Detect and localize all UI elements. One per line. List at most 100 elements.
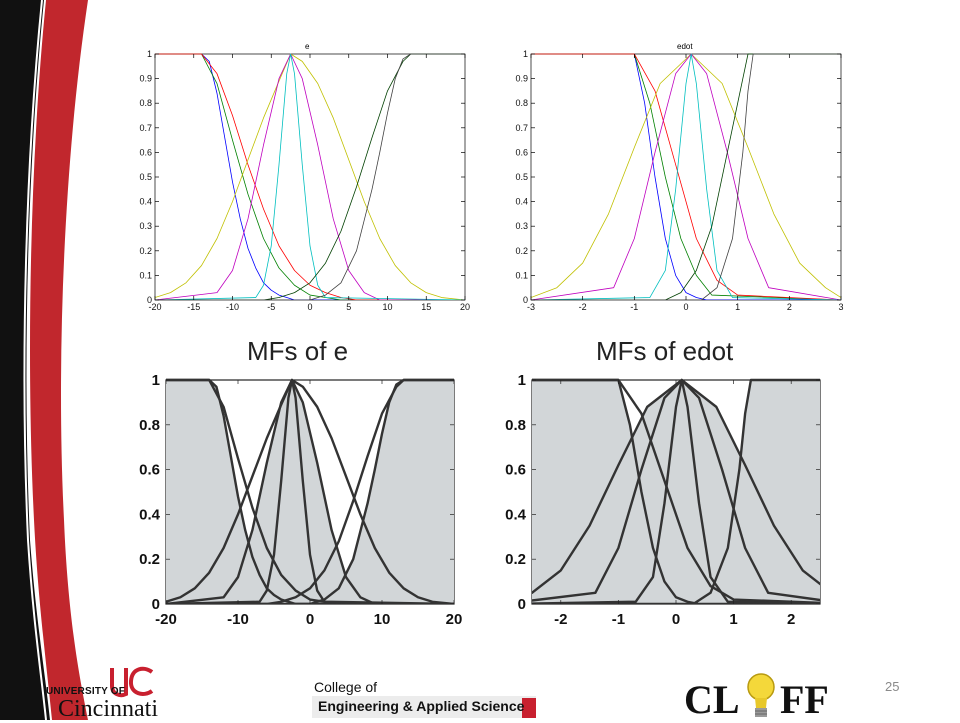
mf-fill-5	[532, 380, 820, 604]
mf-curve-4	[155, 53, 465, 300]
x-tick-label: -1	[612, 611, 625, 628]
y-tick-label: 0.1	[515, 270, 528, 280]
y-tick-label: 0.4	[515, 197, 528, 207]
y-tick-label: 0.4	[139, 197, 152, 207]
y-tick-label: 0.6	[515, 147, 528, 157]
x-tick-label: 2	[787, 611, 795, 628]
uc-logo-mark	[110, 666, 154, 698]
ceas-logo-line1: College of	[314, 679, 378, 695]
mf-curve-5	[155, 53, 465, 300]
mf-curve-3	[166, 378, 454, 604]
y-tick-label: 1	[523, 49, 528, 59]
x-tick-label: 0	[306, 611, 314, 628]
x-tick-label: 0	[307, 302, 312, 312]
mf-curve-3	[155, 53, 465, 300]
mf-curve-0	[531, 53, 841, 300]
y-tick-label: 0.2	[505, 551, 526, 568]
x-tick-label: -10	[226, 302, 239, 312]
x-tick-label: -20	[148, 302, 161, 312]
slide-page-number: 25	[885, 679, 900, 694]
uc-logo-line1: UNIVERSITY OF	[46, 686, 126, 697]
y-tick-label: 0.8	[505, 417, 526, 434]
y-tick-label: 0.4	[505, 506, 527, 523]
y-tick-label: 0	[518, 596, 526, 613]
y-tick-label: 0.5	[515, 172, 528, 182]
plot-frame	[154, 53, 466, 301]
lightbulb-icon	[747, 673, 775, 717]
y-tick-label: 1	[147, 49, 152, 59]
y-tick-label: 0.3	[139, 221, 152, 231]
red-swoosh	[30, 0, 88, 720]
ceas-logo-bar	[312, 696, 536, 718]
chart-title-edot: edot	[677, 42, 693, 51]
y-tick-label: 0.7	[139, 123, 152, 133]
mf-curve-7	[155, 53, 465, 300]
x-tick-label: 10	[374, 611, 391, 628]
ceas-logo-line2: Engineering & Applied Science	[318, 698, 525, 714]
y-tick-label: 1	[518, 372, 526, 389]
y-tick-label: 0.5	[139, 172, 152, 182]
mf-fill-3	[166, 380, 454, 604]
y-tick-label: 0.8	[515, 98, 528, 108]
chart-mfs-of-edot: -2 -1 0 1 2 0 0.2 0.4 0.6 0.8 1	[505, 372, 821, 628]
mf-fill-0	[166, 380, 454, 604]
mf-curve-2	[166, 378, 454, 604]
x-tick-label: -2	[554, 611, 567, 628]
x-tick-label: 20	[460, 302, 470, 312]
y-tick-label: 0.2	[139, 246, 152, 256]
mf-curve-6	[166, 378, 454, 604]
y-tick-label: 0.1	[139, 270, 152, 280]
mf-curve-1	[532, 378, 820, 604]
x-tick-label: 5	[346, 302, 351, 312]
mf-curve-4	[532, 378, 820, 604]
x-tick-label: 10	[382, 302, 392, 312]
y-tick-label: 0.6	[139, 462, 160, 479]
x-tick-label: -15	[187, 302, 200, 312]
y-tick-label: 0	[152, 596, 160, 613]
mf-curve-0	[166, 378, 454, 604]
mf-curve-4	[166, 378, 454, 604]
mf-curve-5	[532, 378, 820, 604]
mf-curve-0	[155, 53, 465, 300]
y-tick-label: 0.8	[139, 98, 152, 108]
y-tick-label: 0.9	[515, 74, 528, 84]
mf-curve-6	[531, 53, 841, 300]
x-tick-label: 1	[735, 302, 740, 312]
x-tick-label: -1	[630, 302, 638, 312]
x-tick-label: 0	[672, 611, 680, 628]
cliff-logo-right: FF	[780, 677, 829, 722]
y-tick-label: 0	[523, 295, 528, 305]
x-tick-label: -2	[579, 302, 587, 312]
cliff-logo-left: CL	[684, 677, 740, 722]
chart-title-mfs-of-e: MFs of e	[247, 336, 349, 366]
y-tick-label: 0.6	[139, 147, 152, 157]
x-tick-label: 20	[446, 611, 463, 628]
mf-curve-6	[155, 53, 465, 300]
x-tick-label: -10	[227, 611, 249, 628]
x-tick-label: 1	[729, 611, 737, 628]
y-tick-label: 0	[147, 295, 152, 305]
x-tick-label: 3	[838, 302, 843, 312]
mf-curve-2	[531, 53, 841, 300]
uc-logo-line2: Cincinnati	[58, 696, 158, 722]
chart-e-membership: -20 -15 -10 -5 0 5 10 15 20 0 0.1 0.2 0.3 0.4 0.5 0.6 0.…	[139, 49, 470, 312]
chart-title-mfs-of-edot: MFs of edot	[596, 336, 734, 366]
y-tick-label: 0.7	[515, 123, 528, 133]
white-pinstripe	[23, 0, 47, 720]
y-tick-label: 0.8	[139, 417, 160, 434]
y-tick-label: 1	[152, 372, 160, 389]
x-tick-label: -20	[155, 611, 177, 628]
x-tick-label: -3	[527, 302, 535, 312]
y-tick-label: 0.6	[505, 462, 526, 479]
chart-title-e: e	[305, 42, 310, 51]
x-tick-label: 2	[787, 302, 792, 312]
mf-curve-5	[531, 53, 841, 300]
chart-mfs-of-e: -20 -10 0 10 20 0 0.2 0.4 0.6 0.8 1	[139, 372, 463, 628]
mf-curve-7	[531, 53, 841, 300]
y-tick-label: 0.4	[139, 506, 161, 523]
y-tick-label: 0.3	[515, 221, 528, 231]
y-tick-label: 0.9	[139, 74, 152, 84]
y-tick-label: 0.2	[515, 246, 528, 256]
y-tick-label: 0.2	[139, 551, 160, 568]
plot-frame	[530, 53, 842, 301]
